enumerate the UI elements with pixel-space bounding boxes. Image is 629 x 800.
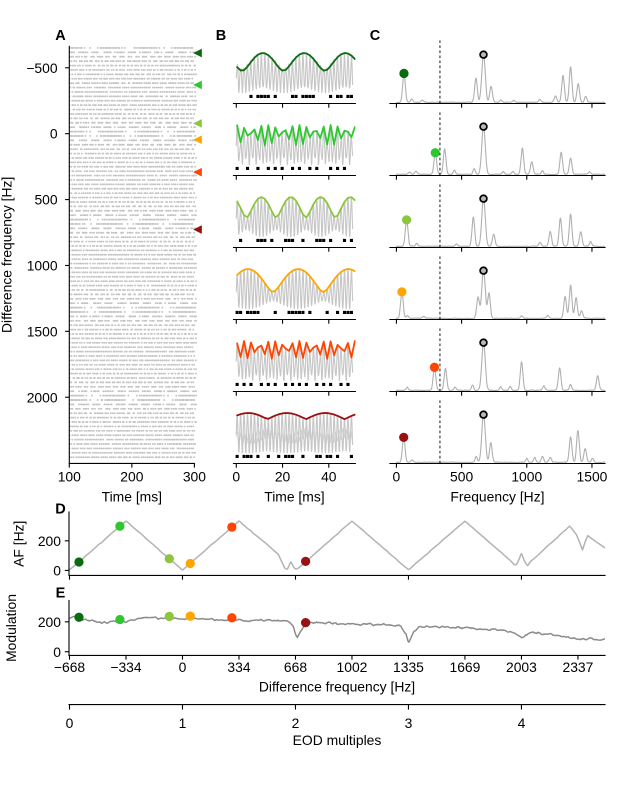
svg-text:0: 0 <box>179 659 187 675</box>
svg-text:Difference frequency [Hz]: Difference frequency [Hz] <box>0 177 15 333</box>
svg-text:20: 20 <box>275 469 291 485</box>
svg-text:2337: 2337 <box>563 659 594 675</box>
svg-text:334: 334 <box>227 659 250 675</box>
svg-text:2003: 2003 <box>506 659 537 675</box>
svg-text:2000: 2000 <box>27 389 58 405</box>
svg-text:3: 3 <box>405 715 413 731</box>
svg-text:Frequency [Hz]: Frequency [Hz] <box>450 489 544 505</box>
svg-text:1500: 1500 <box>577 469 608 485</box>
svg-text:D: D <box>55 501 65 517</box>
svg-text:668: 668 <box>284 659 307 675</box>
svg-text:0: 0 <box>66 715 74 731</box>
svg-text:A: A <box>55 28 66 44</box>
svg-text:0: 0 <box>53 644 61 660</box>
svg-text:E: E <box>56 585 66 601</box>
svg-text:C: C <box>370 28 381 44</box>
svg-text:−668: −668 <box>54 659 86 675</box>
svg-text:200: 200 <box>38 614 61 630</box>
svg-text:EOD multiples: EOD multiples <box>293 732 382 748</box>
svg-text:200: 200 <box>120 468 143 484</box>
svg-text:Time [ms]: Time [ms] <box>102 488 162 504</box>
svg-text:100: 100 <box>58 468 81 484</box>
svg-text:0: 0 <box>232 469 240 485</box>
svg-text:40: 40 <box>321 469 337 485</box>
svg-text:1002: 1002 <box>337 659 368 675</box>
svg-text:1000: 1000 <box>511 469 542 485</box>
svg-text:1: 1 <box>179 715 187 731</box>
svg-text:500: 500 <box>450 469 473 485</box>
svg-text:2: 2 <box>292 715 300 731</box>
svg-text:1500: 1500 <box>27 323 58 339</box>
svg-text:−334: −334 <box>110 659 142 675</box>
svg-text:1669: 1669 <box>450 659 481 675</box>
svg-text:200: 200 <box>38 533 61 549</box>
svg-text:Modulation: Modulation <box>3 594 19 662</box>
svg-text:0: 0 <box>50 126 58 142</box>
svg-text:AF [Hz]: AF [Hz] <box>11 521 27 567</box>
svg-text:300: 300 <box>183 468 206 484</box>
svg-text:500: 500 <box>34 192 57 208</box>
svg-text:0: 0 <box>53 562 61 578</box>
svg-text:Difference frequency [Hz]: Difference frequency [Hz] <box>259 679 415 695</box>
svg-text:1335: 1335 <box>393 659 424 675</box>
svg-text:Time [ms]: Time [ms] <box>264 489 324 505</box>
svg-text:0: 0 <box>393 469 401 485</box>
svg-text:4: 4 <box>518 715 526 731</box>
svg-text:−500: −500 <box>26 60 58 76</box>
svg-text:B: B <box>216 28 226 44</box>
svg-text:1000: 1000 <box>27 257 58 273</box>
